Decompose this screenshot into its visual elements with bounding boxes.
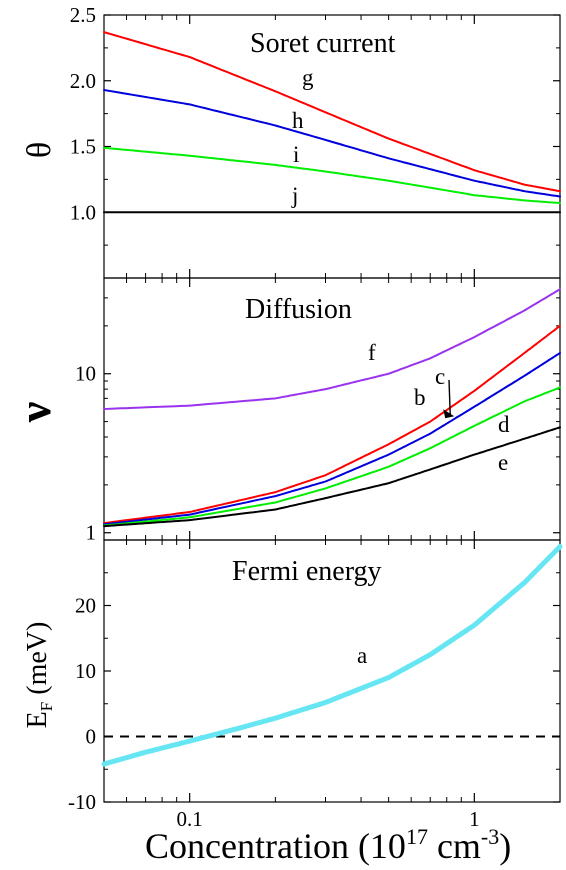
ylabel-theta: θ — [21, 142, 58, 158]
ytick-label: 1 — [86, 521, 97, 545]
xlabel-main: Concentration (10 — [145, 826, 406, 866]
series-line-d — [103, 386, 561, 527]
curve-label-b: b — [414, 385, 426, 410]
xlabel-unit-exponent: -3 — [481, 824, 499, 849]
panel-title-soret: Soret current — [250, 28, 396, 59]
series-line-h — [103, 89, 561, 198]
ylabel-fermi-subscript: F — [37, 702, 56, 711]
curve-label-g: g — [302, 65, 314, 90]
ytick-label: 0 — [86, 725, 97, 749]
panel-title-diffusion: Diffusion — [245, 294, 352, 325]
series-line-b — [103, 324, 561, 525]
series-line-e — [103, 426, 561, 528]
curve-label-j: j — [291, 183, 298, 208]
ylabel-nu: ν — [9, 402, 60, 424]
ytick-label: 2.0 — [70, 69, 96, 93]
xlabel-exponent: 17 — [406, 824, 428, 849]
curve-label-a: a — [357, 643, 367, 668]
xtick-label: 1 — [469, 807, 480, 831]
series-line-c — [103, 352, 561, 526]
ylabel-fermi-unit: (meV) — [22, 622, 53, 702]
xtick-label: 0.1 — [177, 807, 203, 831]
panel-title-fermi: Fermi energy — [232, 556, 382, 587]
ylabel-fermi-symbol: E — [22, 711, 53, 728]
ylabel-fermi: EF (meV) — [22, 622, 56, 729]
curve-label-e: e — [498, 450, 508, 475]
ytick-label: 2.5 — [70, 3, 96, 27]
ytick-label: 10 — [75, 362, 96, 386]
ytick-label: 10 — [75, 659, 96, 683]
series-line-f — [103, 288, 561, 410]
annotation-arrow-c — [448, 379, 451, 415]
xlabel-concentration: Concentration (1017 cm-3) — [145, 824, 511, 866]
ytick-label: 20 — [75, 594, 96, 618]
ytick-label: -10 — [68, 790, 96, 814]
series-line-i — [103, 146, 561, 204]
ytick-label: 1.0 — [70, 200, 96, 224]
ytick-label: 1.5 — [70, 135, 96, 159]
xlabel-unit: cm — [428, 826, 481, 866]
curve-label-h: h — [292, 108, 304, 133]
curve-label-d: d — [498, 412, 510, 437]
curve-label-c: c — [435, 364, 445, 389]
xlabel-close: ) — [499, 826, 511, 866]
series-line-a — [101, 544, 563, 767]
annotation-arrowhead-c — [443, 409, 455, 419]
curve-label-f: f — [368, 340, 376, 365]
curve-label-i: i — [293, 142, 299, 167]
series-line-g — [103, 31, 561, 193]
